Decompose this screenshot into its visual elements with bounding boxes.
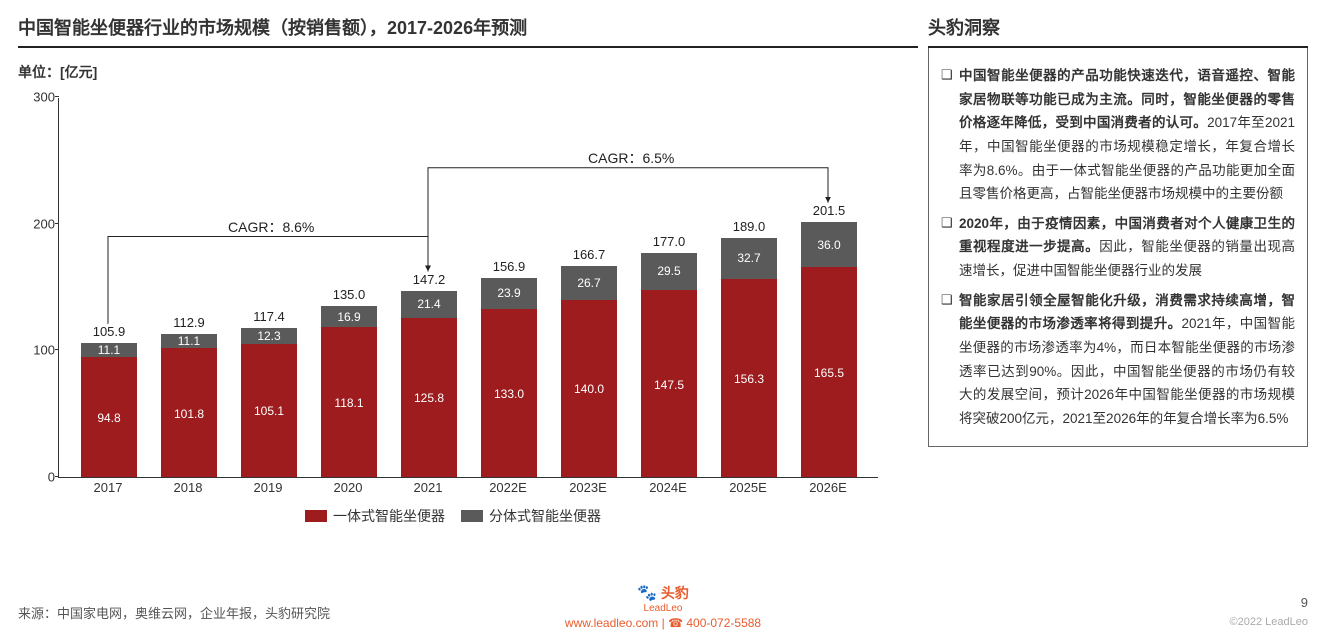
sidebar-title: 头豹洞察 xyxy=(928,14,1308,48)
brand-en: LeadLeo xyxy=(565,603,761,614)
brand-cn: 头豹 xyxy=(661,585,689,601)
total-value: 189.0 xyxy=(721,219,777,234)
bar-group: 118.116.9135.0 xyxy=(321,306,377,477)
segment-value: 101.8 xyxy=(161,407,217,421)
sidebar-panel: 头豹洞察 ❑中国智能坐便器的产品功能快速迭代，语音遥控、智能家居物联等功能已成为… xyxy=(928,14,1308,447)
bullet-text: 中国智能坐便器的产品功能快速迭代，语音遥控、智能家居物联等功能已成为主流。同时，… xyxy=(959,64,1295,206)
total-value: 117.4 xyxy=(241,309,297,324)
insight-bullet: ❑2020年，由于疫情因素，中国消费者对个人健康卫生的重视程度进一步提高。因此，… xyxy=(941,212,1295,283)
segment-value: 32.7 xyxy=(721,251,777,265)
legend-item: 一体式智能坐便器 xyxy=(305,506,445,526)
copyright: ©2022 LeadLeo xyxy=(1230,616,1308,628)
segment-value: 16.9 xyxy=(321,310,377,324)
segment-value: 12.3 xyxy=(241,329,297,343)
x-category: 2025E xyxy=(720,480,776,495)
cagr-label: CAGR：8.6% xyxy=(228,217,314,237)
total-value: 166.7 xyxy=(561,247,617,262)
chart-unit: 单位：[亿元] xyxy=(18,62,918,82)
y-tick: 100 xyxy=(19,343,55,358)
cagr-label: CAGR：6.5% xyxy=(588,148,674,168)
x-category: 2021 xyxy=(400,480,456,495)
x-category: 2018 xyxy=(160,480,216,495)
plot-area: 010020030094.811.1105.9101.811.1112.9105… xyxy=(58,98,878,478)
legend-swatch xyxy=(305,510,327,522)
segment-value: 165.5 xyxy=(801,366,857,380)
bar-group: 165.536.0201.5 xyxy=(801,222,857,477)
total-value: 201.5 xyxy=(801,203,857,218)
x-category: 2022E xyxy=(480,480,536,495)
x-category: 2023E xyxy=(560,480,616,495)
segment-value: 156.3 xyxy=(721,372,777,386)
x-category: 2024E xyxy=(640,480,696,495)
segment-value: 26.7 xyxy=(561,276,617,290)
legend-swatch xyxy=(461,510,483,522)
segment-value: 125.8 xyxy=(401,391,457,405)
bar-group: 101.811.1112.9 xyxy=(161,334,217,477)
bar-group: 133.023.9156.9 xyxy=(481,278,537,477)
bar-group: 105.112.3117.4 xyxy=(241,328,297,477)
source-prefix: 来源： xyxy=(18,606,57,621)
x-category: 2020 xyxy=(320,480,376,495)
bar-group: 125.821.4147.2 xyxy=(401,291,457,477)
insight-bullet: ❑中国智能坐便器的产品功能快速迭代，语音遥控、智能家居物联等功能已成为主流。同时… xyxy=(941,64,1295,206)
y-tick: 300 xyxy=(19,90,55,105)
segment-value: 11.1 xyxy=(161,334,217,348)
bullet-text: 2020年，由于疫情因素，中国消费者对个人健康卫生的重视程度进一步提高。因此，智… xyxy=(959,212,1295,283)
segment-value: 140.0 xyxy=(561,382,617,396)
segment-value: 11.1 xyxy=(81,343,137,357)
phone-icon: | ☎ xyxy=(662,616,687,630)
total-value: 177.0 xyxy=(641,234,697,249)
segment-value: 29.5 xyxy=(641,264,697,278)
segment-value: 36.0 xyxy=(801,238,857,252)
bar-group: 140.026.7166.7 xyxy=(561,266,617,477)
legend-label: 一体式智能坐便器 xyxy=(333,506,445,526)
segment-value: 105.1 xyxy=(241,404,297,418)
segment-value: 133.0 xyxy=(481,387,537,401)
bar-group: 147.529.5177.0 xyxy=(641,253,697,477)
y-tick: 200 xyxy=(19,216,55,231)
chart-panel: 中国智能坐便器行业的市场规模（按销售额），2017-2026年预测 单位：[亿元… xyxy=(18,14,918,528)
site-link[interactable]: www.leadleo.com xyxy=(565,616,658,630)
footer-brand: 🐾 头豹 LeadLeo www.leadleo.com | ☎ 400-072… xyxy=(565,583,761,630)
legend-item: 分体式智能坐便器 xyxy=(461,506,601,526)
total-value: 135.0 xyxy=(321,287,377,302)
bullet-marker: ❑ xyxy=(941,64,959,206)
phone-number: 400-072-5588 xyxy=(686,616,761,630)
bar-group: 156.332.7189.0 xyxy=(721,238,777,477)
chart-area: 0 100 200 300 94.8 11.1 105.9 101.8 11.1 112.9 105… xyxy=(18,88,888,528)
insight-bullet: ❑智能家居引领全屋智能化升级，消费需求持续高增，智能坐便器的市场渗透率将得到提升… xyxy=(941,289,1295,431)
segment-value: 21.4 xyxy=(401,297,457,311)
y-tick: 0 xyxy=(19,470,55,485)
total-value: 156.9 xyxy=(481,259,537,274)
segment-value: 94.8 xyxy=(81,411,137,425)
x-category: 2026E xyxy=(800,480,856,495)
panda-icon: 🐾 xyxy=(637,585,657,602)
segment-value: 147.5 xyxy=(641,378,697,392)
legend: 一体式智能坐便器 分体式智能坐便器 xyxy=(18,506,888,526)
sidebar-body: ❑中国智能坐便器的产品功能快速迭代，语音遥控、智能家居物联等功能已成为主流。同时… xyxy=(928,48,1308,447)
source-line: 来源：中国家电网，奥维云网，企业年报，头豹研究院 xyxy=(18,603,330,622)
segment-value: 118.1 xyxy=(321,396,377,410)
bar-group: 94.811.1105.9 xyxy=(81,343,137,477)
bullet-marker: ❑ xyxy=(941,289,959,431)
source-text: 中国家电网，奥维云网，企业年报，头豹研究院 xyxy=(57,606,330,621)
legend-label: 分体式智能坐便器 xyxy=(489,506,601,526)
total-value: 112.9 xyxy=(161,315,217,330)
chart-title: 中国智能坐便器行业的市场规模（按销售额），2017-2026年预测 xyxy=(18,14,918,48)
bullet-text: 智能家居引领全屋智能化升级，消费需求持续高增，智能坐便器的市场渗透率将得到提升。… xyxy=(959,289,1295,431)
bullet-marker: ❑ xyxy=(941,212,959,283)
total-value: 147.2 xyxy=(401,272,457,287)
x-category: 2019 xyxy=(240,480,296,495)
segment-value: 23.9 xyxy=(481,286,537,300)
page-number: 9 xyxy=(1301,595,1308,610)
total-value: 105.9 xyxy=(81,324,137,339)
x-category: 2017 xyxy=(80,480,136,495)
